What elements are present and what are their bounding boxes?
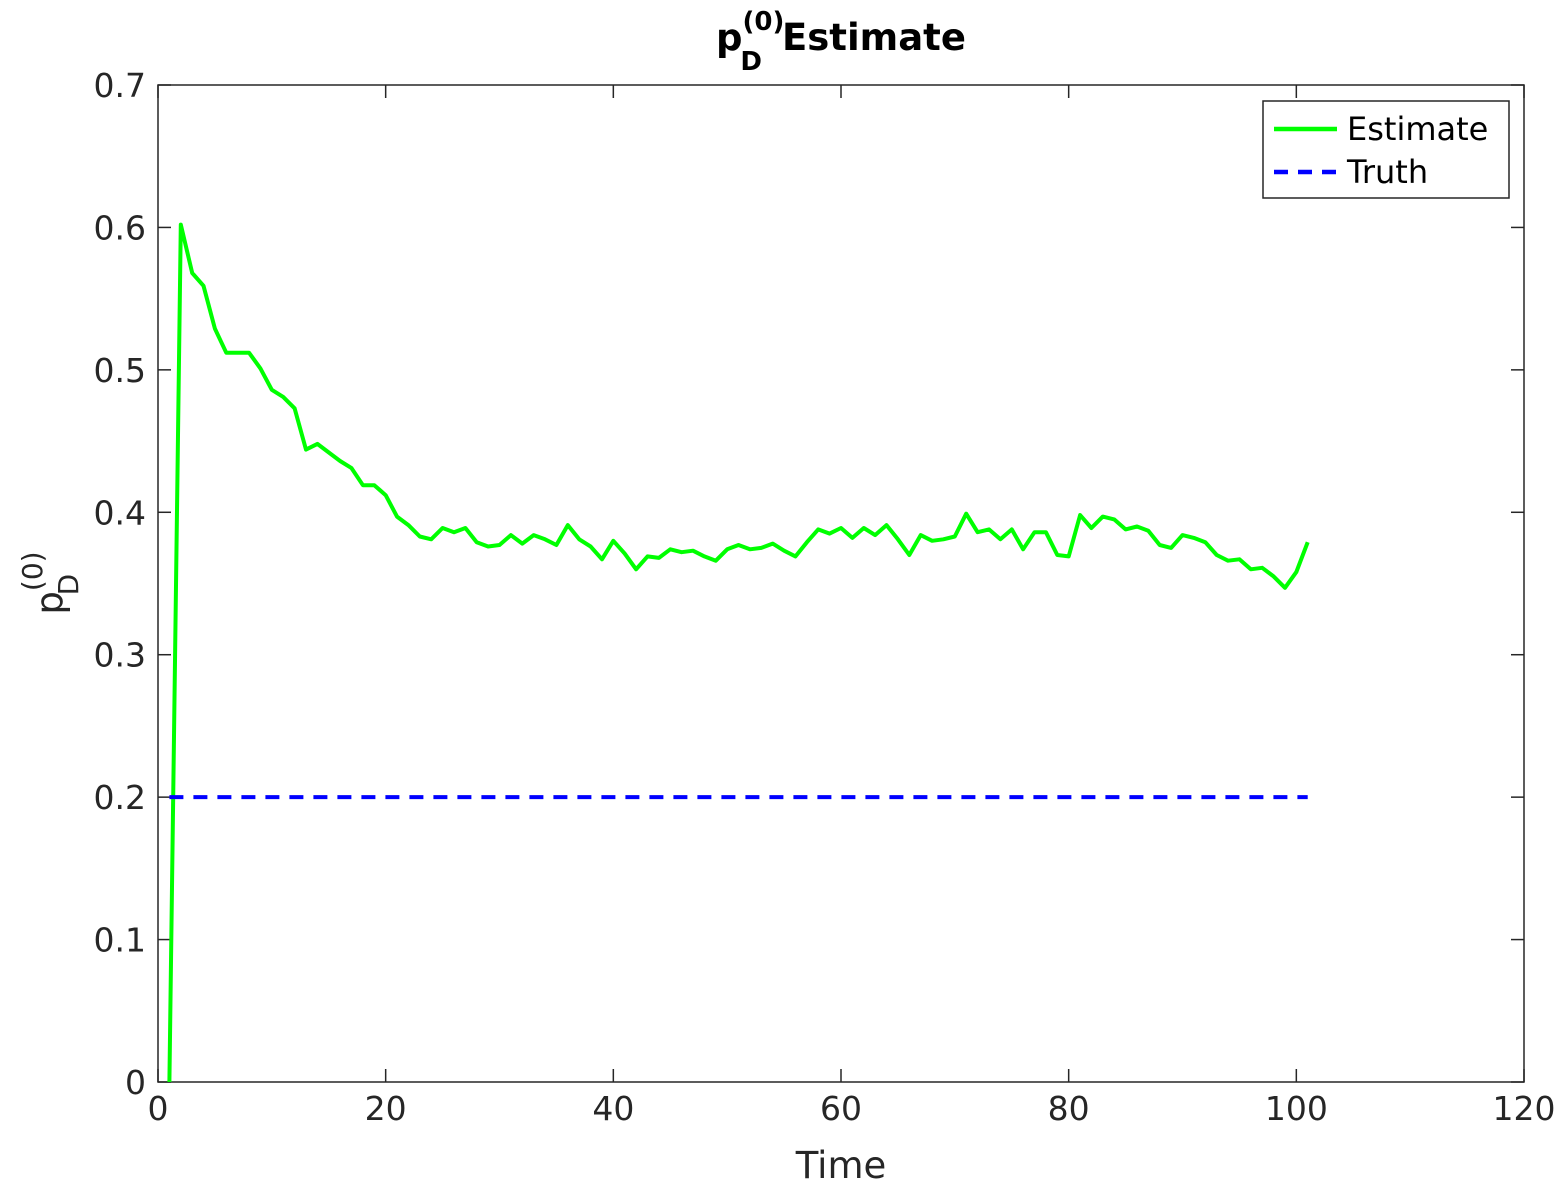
y-tick-label: 0.2 (94, 778, 146, 817)
legend: Estimate Truth (1262, 100, 1510, 199)
legend-label-estimate: Estimate (1347, 110, 1488, 148)
y-axis-label-base: p (28, 591, 71, 615)
chart-title-base: p (716, 16, 743, 59)
y-tick-label: 0.1 (94, 921, 146, 960)
series-layer (167, 222, 1310, 1083)
chart-title-suffix: Estimate (782, 16, 966, 59)
y-tick-label: 0.5 (94, 351, 146, 390)
chart-title-subscript: D (740, 47, 762, 77)
axis-ticks (157, 84, 1525, 1083)
y-tick-label: 0 (125, 1063, 146, 1102)
x-tick-label: 120 (1493, 1089, 1556, 1128)
y-axis-label: p(0) D (16, 551, 85, 614)
y-tick-label: 0.4 (94, 493, 146, 532)
chart-title-superscript: (0) (743, 7, 785, 37)
chart-title: p(0) D Estimate (716, 7, 966, 77)
legend-label-truth: Truth (1346, 153, 1428, 191)
y-axis-label-superscript: (0) (16, 551, 49, 591)
plot-area (157, 84, 1525, 1083)
x-tick-label: 80 (1048, 1089, 1090, 1128)
y-tick-label: 0.6 (94, 208, 146, 247)
x-tick-labels: 0 20 40 60 80 100 120 (148, 1089, 1556, 1128)
x-tick-label: 40 (592, 1089, 634, 1128)
y-tick-label: 0.3 (94, 636, 146, 675)
y-tick-label: 0.7 (94, 66, 146, 105)
x-tick-label: 100 (1265, 1089, 1328, 1128)
x-tick-label: 0 (148, 1089, 169, 1128)
legend-box (1262, 100, 1510, 199)
x-tick-label: 20 (365, 1089, 407, 1128)
x-axis-label: Time (795, 1144, 887, 1186)
series-line-estimate (167, 222, 1310, 1083)
x-tick-label: 60 (820, 1089, 862, 1128)
y-axis-label-subscript: D (52, 574, 85, 596)
y-tick-labels: 0 0.1 0.2 0.3 0.4 0.5 0.6 0.7 (94, 66, 146, 1102)
